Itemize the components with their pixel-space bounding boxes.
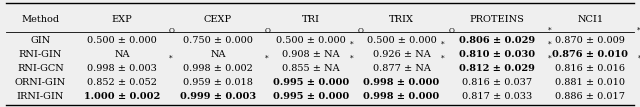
- Text: 0.816 ± 0.037: 0.816 ± 0.037: [462, 78, 532, 87]
- Text: RNI-GIN: RNI-GIN: [19, 50, 62, 59]
- Text: 0.908 ± NA: 0.908 ± NA: [282, 50, 340, 59]
- Text: *: *: [548, 27, 552, 35]
- Text: PROTEINS: PROTEINS: [469, 15, 524, 24]
- Text: 0.998 ± 0.002: 0.998 ± 0.002: [183, 64, 253, 73]
- Text: 0.810 ± 0.030: 0.810 ± 0.030: [459, 50, 535, 59]
- Text: 0.881 ± 0.010: 0.881 ± 0.010: [556, 78, 625, 87]
- Text: *: *: [637, 55, 640, 63]
- Text: 0.500 ± 0.000: 0.500 ± 0.000: [367, 36, 436, 45]
- Text: CEXP: CEXP: [204, 15, 232, 24]
- Text: 0.855 ± NA: 0.855 ± NA: [282, 64, 340, 73]
- Text: 0.500 ± 0.000: 0.500 ± 0.000: [87, 36, 157, 45]
- Text: 0.852 ± 0.052: 0.852 ± 0.052: [87, 78, 157, 87]
- Text: *: *: [265, 55, 268, 63]
- Text: 0.995 ± 0.000: 0.995 ± 0.000: [273, 78, 349, 87]
- Text: *: *: [637, 27, 640, 35]
- Text: RNI-GCN: RNI-GCN: [17, 64, 64, 73]
- Text: 0.999 ± 0.003: 0.999 ± 0.003: [180, 92, 256, 101]
- Text: 0.877 ± NA: 0.877 ± NA: [372, 64, 431, 73]
- Text: 1.000 ± 0.002: 1.000 ± 0.002: [84, 92, 160, 101]
- Text: NCI1: NCI1: [577, 15, 604, 24]
- Text: NA: NA: [115, 50, 130, 59]
- Text: TRI: TRI: [302, 15, 320, 24]
- Text: O: O: [169, 27, 175, 35]
- Text: 0.750 ± 0.000: 0.750 ± 0.000: [183, 36, 253, 45]
- Text: 0.500 ± 0.000: 0.500 ± 0.000: [276, 36, 346, 45]
- Text: 0.870 ± 0.009: 0.870 ± 0.009: [556, 36, 625, 45]
- Text: ORNI-GIN: ORNI-GIN: [15, 78, 66, 87]
- Text: *: *: [441, 55, 444, 63]
- Text: O: O: [358, 27, 364, 35]
- Text: Method: Method: [21, 15, 60, 24]
- Text: TRIX: TRIX: [389, 15, 414, 24]
- Text: IRNI-GIN: IRNI-GIN: [17, 92, 64, 101]
- Text: 0.817 ± 0.033: 0.817 ± 0.033: [461, 92, 532, 101]
- Text: *: *: [441, 41, 444, 49]
- Text: 0.876 ± 0.010: 0.876 ± 0.010: [552, 50, 628, 59]
- Text: EXP: EXP: [112, 15, 132, 24]
- Text: O: O: [449, 27, 454, 35]
- Text: 0.959 ± 0.018: 0.959 ± 0.018: [183, 78, 253, 87]
- Text: *: *: [548, 41, 552, 49]
- Text: 0.816 ± 0.016: 0.816 ± 0.016: [556, 64, 625, 73]
- Text: *: *: [350, 55, 354, 63]
- Text: NA: NA: [210, 50, 225, 59]
- Text: *: *: [548, 55, 551, 63]
- Text: O: O: [265, 27, 271, 35]
- Text: 0.998 ± 0.003: 0.998 ± 0.003: [87, 64, 157, 73]
- Text: *: *: [169, 55, 173, 63]
- Text: 0.812 ± 0.029: 0.812 ± 0.029: [459, 64, 535, 73]
- Text: *: *: [350, 41, 354, 49]
- Text: 0.926 ± NA: 0.926 ± NA: [372, 50, 430, 59]
- Text: 0.998 ± 0.000: 0.998 ± 0.000: [364, 92, 440, 101]
- Text: 0.806 ± 0.029: 0.806 ± 0.029: [459, 36, 535, 45]
- Text: 0.998 ± 0.000: 0.998 ± 0.000: [364, 78, 440, 87]
- Text: 0.886 ± 0.017: 0.886 ± 0.017: [556, 92, 625, 101]
- Text: 0.995 ± 0.000: 0.995 ± 0.000: [273, 92, 349, 101]
- Text: GIN: GIN: [30, 36, 51, 45]
